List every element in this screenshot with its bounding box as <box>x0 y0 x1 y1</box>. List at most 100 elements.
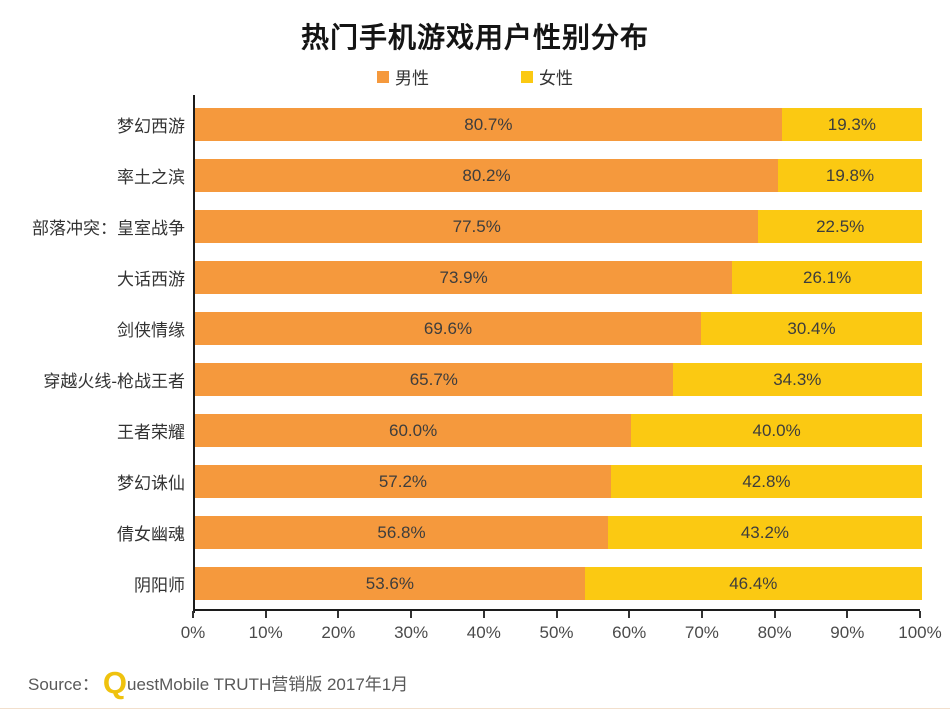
source-prefix: Source： <box>28 675 99 694</box>
bar-row: 梦幻诛仙 57.2% 42.8% <box>0 456 950 507</box>
male-bar-segment: 80.7% <box>195 108 782 141</box>
male-value-label: 80.7% <box>464 114 513 134</box>
category-label: 率土之滨 <box>117 168 185 187</box>
source-line: Source： Q uestMobile TRUTH营销版 2017年1月 <box>28 665 409 700</box>
male-legend-swatch-icon <box>377 70 389 83</box>
male-bar-segment: 53.6% <box>195 567 585 600</box>
x-axis-tick-label: 10% <box>248 623 283 642</box>
female-bar-segment: 26.1% <box>732 261 922 294</box>
female-value-label: 46.4% <box>729 573 778 593</box>
chart-rows: 梦幻西游 80.7% 19.3% 率土之滨 80.2% 19.8% 部落冲突：皇室战争 77.… <box>0 99 950 609</box>
bar-row: 阴阳师 53.6% 46.4% <box>0 558 950 609</box>
male-bar-segment: 65.7% <box>195 363 673 396</box>
x-axis-tick-label: 40% <box>466 623 501 642</box>
category-label: 大话西游 <box>117 270 185 289</box>
female-value-label: 40.0% <box>752 420 801 440</box>
x-axis-tick-label: 60% <box>612 623 647 642</box>
x-axis-tick <box>919 611 921 618</box>
x-axis-tick-label: 20% <box>321 623 356 642</box>
female-value-label: 43.2% <box>740 522 790 542</box>
male-value-label: 65.7% <box>409 369 458 389</box>
x-axis-tick-label: 80% <box>757 623 792 642</box>
male-bar-segment: 80.2% <box>195 159 779 192</box>
male-value-label: 60.0% <box>388 420 438 440</box>
bar-row: 梦幻西游 80.7% 19.3% <box>0 99 950 150</box>
category-label: 剑侠情缘 <box>117 321 185 340</box>
category-label: 穿越火线-枪战王者 <box>43 372 185 391</box>
x-axis-tick <box>773 611 776 618</box>
female-value-label: 19.8% <box>825 165 875 185</box>
female-legend-swatch-icon <box>521 70 533 83</box>
x-axis-tick <box>700 611 703 618</box>
female-bar-segment: 46.4% <box>584 567 922 600</box>
bar-row: 部落冲突：皇室战争 77.5% 22.5% <box>0 201 950 252</box>
female-bar-segment: 40.0% <box>631 414 922 447</box>
bar-row: 穿越火线-枪战王者 65.7% 34.3% <box>0 354 950 405</box>
stacked-bar: 56.8% 43.2% <box>195 516 922 549</box>
female-bar-segment: 34.3% <box>672 363 922 396</box>
legend: 男性 女性 <box>0 64 950 89</box>
male-legend-label: 男性 <box>395 69 429 88</box>
bar-row: 倩女幽魂 56.8% 43.2% <box>0 507 950 558</box>
female-value-label: 42.8% <box>742 471 791 491</box>
female-legend-label: 女性 <box>539 69 573 88</box>
male-bar-segment: 77.5% <box>195 210 759 243</box>
stacked-bar: 57.2% 42.8% <box>195 465 922 498</box>
stacked-bar: 80.2% 19.8% <box>195 159 922 192</box>
source-text: uestMobile TRUTH营销版 2017年1月 <box>127 675 409 694</box>
x-axis-tick <box>482 611 485 618</box>
stacked-bar: 69.6% 30.4% <box>195 312 922 345</box>
bar-row: 率土之滨 80.2% 19.8% <box>0 150 950 201</box>
female-bar-segment: 43.2% <box>607 516 922 549</box>
x-axis-tick-label: 100% <box>898 623 942 642</box>
male-value-label: 53.6% <box>365 573 414 593</box>
x-axis-tick <box>264 611 267 618</box>
y-axis-line <box>193 95 195 613</box>
stacked-bar: 65.7% 34.3% <box>195 363 922 396</box>
category-label: 倩女幽魂 <box>117 525 185 544</box>
x-axis-tick-label: 90% <box>830 623 865 642</box>
female-bar-segment: 42.8% <box>610 465 922 498</box>
bar-chart: 梦幻西游 80.7% 19.3% 率土之滨 80.2% 19.8% 部落冲突：皇室战争 77.… <box>0 95 950 657</box>
stacked-bar: 80.7% 19.3% <box>195 108 922 141</box>
bar-row: 剑侠情缘 69.6% 30.4% <box>0 303 950 354</box>
x-axis-tick <box>410 611 413 618</box>
female-value-label: 26.1% <box>803 267 852 287</box>
male-value-label: 69.6% <box>423 318 473 338</box>
chart-title: 热门手机游戏用户性别分布 <box>300 22 649 53</box>
male-bar-segment: 57.2% <box>195 465 611 498</box>
bar-row: 大话西游 73.9% 26.1% <box>0 252 950 303</box>
female-value-label: 22.5% <box>816 216 865 236</box>
female-bar-segment: 19.3% <box>781 108 922 141</box>
x-axis-tick <box>846 611 849 618</box>
category-label: 王者荣耀 <box>117 423 185 442</box>
x-axis-tick <box>337 611 340 618</box>
male-value-label: 57.2% <box>378 471 428 491</box>
male-bar-segment: 56.8% <box>195 516 608 549</box>
x-axis-tick-label: 30% <box>394 623 429 642</box>
female-value-label: 19.3% <box>827 114 876 134</box>
x-axis-tick <box>192 611 194 618</box>
category-label: 部落冲突：皇室战争 <box>32 219 185 238</box>
male-bar-segment: 60.0% <box>195 414 632 447</box>
category-label: 梦幻诛仙 <box>117 474 185 493</box>
x-axis-tick <box>628 611 631 618</box>
stacked-bar: 73.9% 26.1% <box>195 261 922 294</box>
female-bar-segment: 22.5% <box>758 210 922 243</box>
x-axis: 0% 10% 20% 30% 40% 50% 60% 70% 80% 90% 100% <box>181 609 942 657</box>
male-value-label: 80.2% <box>462 165 511 185</box>
bottom-divider <box>0 708 950 709</box>
stacked-bar: 77.5% 22.5% <box>195 210 922 243</box>
male-bar-segment: 69.6% <box>195 312 701 345</box>
female-value-label: 34.3% <box>773 369 822 389</box>
category-label: 阴阳师 <box>134 576 185 595</box>
legend-item-female: 女性 <box>521 64 573 89</box>
x-axis-tick-label: 70% <box>684 623 719 642</box>
male-value-label: 56.8% <box>377 522 426 542</box>
category-label: 梦幻西游 <box>117 117 185 136</box>
bar-row: 王者荣耀 60.0% 40.0% <box>0 405 950 456</box>
stacked-bar: 60.0% 40.0% <box>195 414 922 447</box>
questmobile-logo-icon: Q <box>102 665 127 700</box>
stacked-bar: 53.6% 46.4% <box>195 567 922 600</box>
